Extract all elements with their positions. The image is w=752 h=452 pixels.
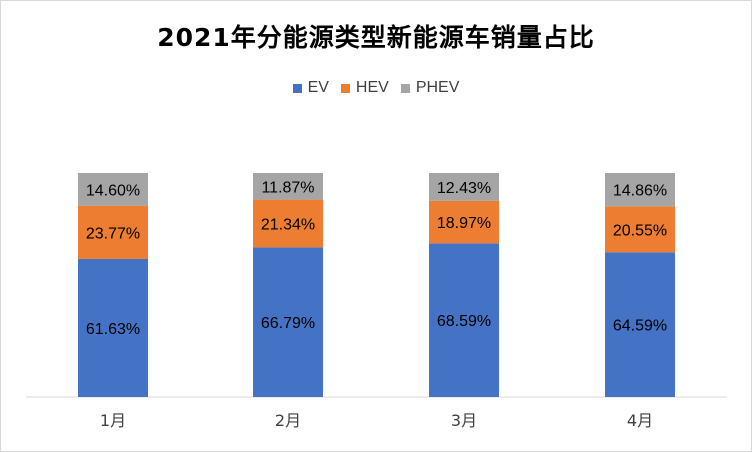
data-label-hev-2: 21.34% (261, 216, 315, 233)
data-label-ev-1: 61.63% (86, 321, 140, 338)
x-tick-label-2: 2月 (275, 411, 301, 430)
x-tick-label-4: 4月 (627, 411, 653, 430)
bar-phev-1 (78, 173, 148, 206)
data-label-ev-3: 68.59% (437, 313, 491, 330)
bar-ev-4 (605, 252, 675, 397)
chart-legend: EV HEV PHEV (0, 79, 752, 97)
data-label-phev-4: 14.86% (613, 183, 667, 200)
data-label-hev-4: 20.55% (613, 222, 667, 239)
bar-hev-1 (78, 205, 148, 259)
bar-phev-3 (429, 173, 499, 201)
legend-swatch-ev (292, 83, 302, 93)
data-label-hev-1: 23.77% (86, 225, 140, 242)
legend-item-ev: EV (292, 79, 329, 97)
bar-phev-2 (253, 173, 323, 200)
data-label-ev-4: 64.59% (613, 318, 667, 335)
chart-title: 2021年分能源类型新能源车销量占比 (157, 23, 595, 52)
bar-phev-4 (605, 173, 675, 207)
legend-label-phev: PHEV (415, 79, 460, 96)
legend-item-hev: HEV (340, 79, 389, 97)
bar-ev-1 (78, 258, 148, 397)
x-tick-label-1: 1月 (100, 411, 126, 430)
data-label-phev-3: 12.43% (437, 180, 491, 197)
legend-swatch-hev (340, 83, 350, 93)
bar-hev-4 (605, 206, 675, 253)
data-label-hev-3: 18.97% (437, 215, 491, 232)
legend-swatch-phev (400, 83, 410, 93)
x-tick-label-3: 3月 (451, 411, 477, 430)
data-label-phev-1: 14.60% (86, 182, 140, 199)
data-label-phev-2: 11.87% (261, 179, 314, 196)
data-label-ev-2: 66.79% (261, 315, 315, 332)
bar-ev-2 (253, 247, 323, 397)
bar-hev-3 (429, 200, 499, 244)
bar-hev-2 (253, 199, 323, 248)
legend-label-hev: HEV (355, 79, 389, 96)
bar-ev-3 (429, 243, 499, 397)
legend-label-ev: EV (307, 79, 329, 96)
legend-item-phev: PHEV (400, 79, 460, 97)
